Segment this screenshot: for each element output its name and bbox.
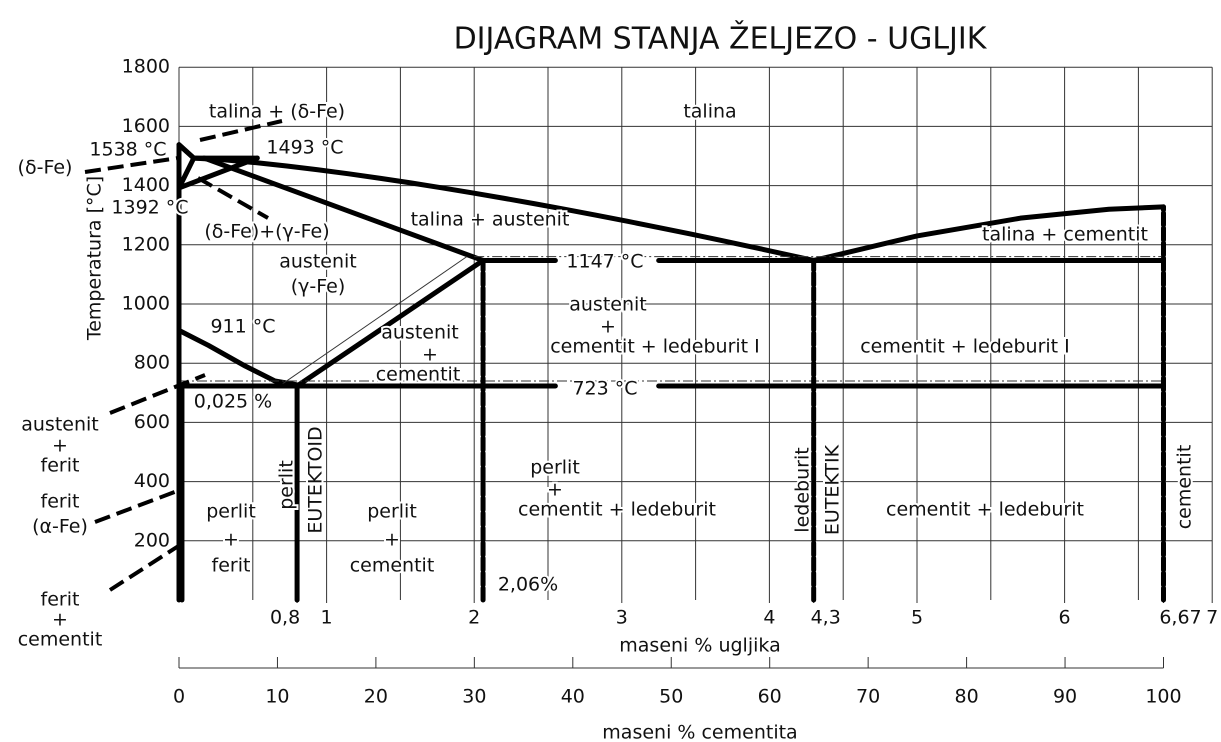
cementite-tick-label: 100 — [1145, 686, 1181, 708]
cementite-tick-label: 30 — [462, 686, 486, 708]
y-tick-label: 200 — [134, 529, 170, 551]
solidus — [201, 155, 486, 263]
region-label: + — [600, 316, 616, 338]
y-tick-label: 1400 — [122, 174, 170, 196]
cementite-tick-label: 40 — [561, 686, 585, 708]
leader — [109, 373, 206, 415]
region-label: perlit — [367, 501, 417, 523]
region-label: talina + austenit — [411, 209, 570, 231]
region-label: 2,06% — [498, 574, 558, 596]
region-label: 1538 °C — [89, 139, 166, 161]
region-label: 1392 °C — [111, 197, 188, 219]
y-tick-label: 1000 — [122, 293, 170, 315]
region-label: austenit — [21, 414, 99, 436]
region-label: perlit — [206, 501, 256, 523]
region-label: talina + (δ-Fe) — [209, 101, 345, 123]
liquidus-cementite — [811, 204, 1166, 263]
region-label: EUTEKTIK — [822, 444, 844, 535]
cementite-tick-label: 70 — [856, 686, 880, 708]
y-tick-label: 400 — [134, 470, 170, 492]
region-label: ferit — [41, 589, 80, 611]
region-label: 1493 °C — [266, 137, 343, 159]
y-tick-label: 800 — [134, 352, 170, 374]
acm — [294, 257, 486, 389]
y-tick-label: 1800 — [122, 56, 170, 78]
cementite-tick-label: 90 — [1053, 686, 1077, 708]
region-label: ferit — [41, 455, 80, 477]
region-label: + — [547, 479, 563, 501]
x-tick-label: 1 — [321, 607, 333, 629]
leader — [197, 176, 269, 220]
region-label: talina — [683, 101, 736, 123]
region-label: austenit — [569, 294, 647, 316]
leader — [199, 119, 283, 142]
cementite-tick-label: 60 — [758, 686, 782, 708]
leader — [94, 488, 181, 524]
liquidus — [176, 142, 817, 263]
cementite-tick-label: 20 — [364, 686, 388, 708]
region-label: (δ-Fe)+(γ-Fe) — [204, 221, 329, 243]
region-label: cementit + ledeburit I — [860, 336, 1070, 358]
region-label: (α-Fe) — [32, 516, 88, 538]
delta-gamma — [176, 155, 260, 191]
x-tick-label: 3 — [616, 607, 628, 629]
cementite-tick-label: 50 — [659, 686, 683, 708]
region-label: + — [422, 344, 438, 366]
title: DIJAGRAM STANJA ŽELJEZO - UGLJIK — [454, 21, 988, 57]
x-tick-label: 4 — [763, 607, 775, 629]
region-label: ferit — [41, 491, 80, 513]
region-label: EUTEKTOID — [305, 426, 327, 533]
y-tick-label: 1200 — [122, 233, 170, 255]
x-tick-label: 2 — [468, 607, 480, 629]
y-tick-label: 1600 — [122, 115, 170, 137]
a3 — [176, 327, 300, 388]
x-tick-label: 6 — [1059, 607, 1071, 629]
x-tick-label: 0,8 — [270, 607, 300, 629]
region-label: talina + cementit — [982, 224, 1148, 246]
region-label: + — [52, 609, 68, 631]
region-label: ferit — [212, 555, 251, 577]
cementite-tick-label: 80 — [954, 686, 978, 708]
acm-thin — [279, 256, 468, 387]
cementite-tick-label: 10 — [265, 686, 289, 708]
region-label: (γ-Fe) — [291, 276, 346, 298]
x-tick-label: 6,67 — [1159, 607, 1201, 629]
region-label: (δ-Fe) — [18, 157, 73, 179]
region-label: ledeburit — [792, 447, 814, 532]
region-label: austenit — [279, 251, 357, 273]
region-label: cementit — [376, 364, 461, 386]
region-label: + — [384, 529, 400, 551]
y-axis-label: Temperatura [°C] — [84, 176, 106, 341]
region-label: cementit — [350, 555, 435, 577]
region-label: 723 °C — [572, 378, 637, 400]
region-label: 1147 °C — [566, 251, 643, 273]
cementite-axis-label: maseni % cementita — [602, 722, 797, 742]
region-label: 0,025 % — [194, 391, 273, 413]
region-label: 911 °C — [210, 316, 275, 338]
x-tick-label: 5 — [911, 607, 923, 629]
region-label: perlit — [276, 460, 298, 510]
cementite-tick-label: 0 — [173, 686, 185, 708]
carbon-axis-label: maseni % ugljika — [619, 635, 780, 657]
leader — [84, 156, 179, 174]
region-label: cementit + ledeburit — [518, 499, 716, 521]
region-label: + — [223, 529, 239, 551]
region-label: cementit — [18, 629, 103, 651]
y-tick-label: 600 — [134, 411, 170, 433]
region-label: + — [52, 435, 68, 457]
leader — [108, 543, 182, 592]
x-tick-label: 7 — [1206, 607, 1218, 629]
x-tick-label: 4,3 — [811, 607, 841, 629]
region-label: cementit + ledeburit I — [550, 336, 760, 358]
region-label: cementit — [1174, 445, 1196, 530]
region-label: austenit — [381, 322, 459, 344]
region-label: cementit + ledeburit — [886, 499, 1084, 521]
region-label: perlit — [530, 457, 580, 479]
